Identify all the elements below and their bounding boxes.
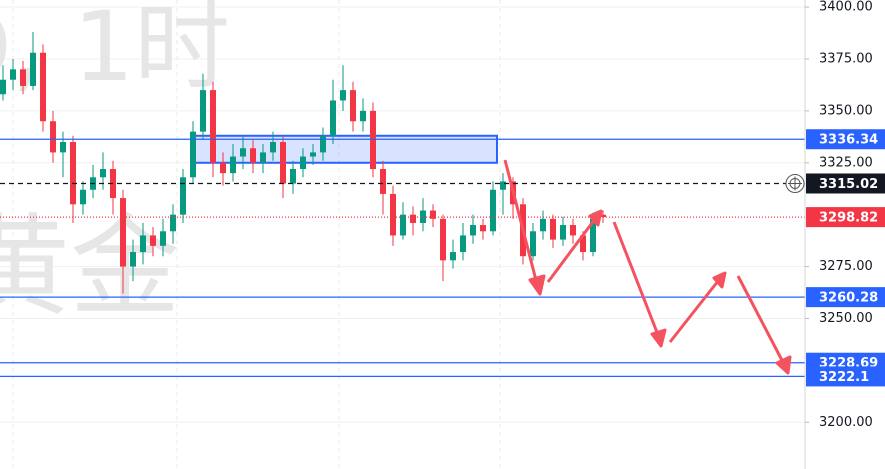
candle-body (570, 225, 576, 236)
candle-body (400, 214, 406, 236)
candle-body (480, 225, 486, 232)
plot-area (0, 31, 805, 378)
level-label-box (806, 129, 885, 150)
candle-body (250, 148, 256, 163)
candle-body (150, 235, 156, 246)
candle-body (80, 189, 86, 205)
level-label: 3222.1 (819, 370, 869, 385)
candle-body (260, 152, 266, 163)
candle-body (210, 90, 216, 163)
candle-body (580, 235, 586, 253)
candle-body (330, 100, 336, 136)
level-label-box (806, 207, 885, 228)
candle-body (60, 142, 66, 153)
level-label: 3298.82 (819, 211, 878, 226)
arrowhead (712, 271, 727, 289)
candle-body (550, 218, 556, 240)
level-label: 3315.02 (819, 177, 878, 192)
level-label: 3336.34 (819, 133, 878, 148)
candle-body (350, 90, 356, 122)
candle-body (70, 142, 76, 205)
y-tick-label: 3400.00 (819, 0, 873, 15)
candle-body (10, 69, 16, 80)
candle-body (0, 79, 6, 95)
price-axis (805, 0, 885, 469)
candle-body (300, 156, 306, 169)
watermark: 黄金 (0, 203, 180, 331)
candle-body (270, 142, 276, 153)
arrow (546, 214, 600, 283)
level-label-box (806, 366, 885, 387)
candle-body (430, 210, 436, 219)
candle-body (560, 225, 566, 240)
candle-body (450, 252, 456, 261)
candle-body (20, 69, 26, 86)
candle-body (530, 231, 536, 257)
y-tick-label: 3325.00 (819, 155, 873, 170)
candle-body (440, 218, 446, 261)
y-tick-label: 3250.00 (819, 311, 873, 326)
candle-body (310, 152, 316, 157)
candle-body (380, 168, 386, 194)
y-tick-label: 3200.00 (819, 415, 873, 430)
candle-body (30, 52, 36, 86)
candle-body (600, 214, 606, 218)
arrowhead (588, 209, 603, 227)
candle-body (460, 235, 466, 253)
candle-body (100, 168, 106, 178)
candle-body (220, 162, 226, 174)
candle-body (340, 90, 346, 101)
candle-body (590, 218, 596, 253)
y-tick-label: 3350.00 (819, 103, 873, 118)
level-label-box (806, 287, 885, 308)
candle-body (390, 193, 396, 236)
candle-body (170, 214, 176, 232)
candle-body (360, 110, 366, 122)
candle-body (290, 168, 296, 184)
candle-body (120, 198, 126, 267)
candle-body (500, 181, 506, 190)
candle-body (160, 231, 166, 246)
y-tick-label: 3375.00 (819, 51, 873, 66)
candle-body (240, 148, 246, 157)
arrow (503, 159, 540, 289)
arrows (503, 159, 792, 375)
arrowhead (528, 274, 546, 296)
level-label: 3260.28 (819, 291, 878, 306)
candle-body (370, 110, 376, 169)
candle-body (140, 235, 146, 253)
candle-body (490, 189, 496, 232)
arrow (612, 221, 662, 341)
candle-body (280, 142, 286, 184)
candle-body (320, 135, 326, 153)
arrowhead (775, 355, 792, 375)
arrowhead (650, 328, 667, 348)
arrow (668, 275, 724, 343)
candle-body (540, 218, 546, 232)
candle-body (40, 52, 46, 122)
level-label-box (806, 173, 885, 194)
candle-body (230, 156, 236, 174)
price-axis-labels: 3200.00 3250.00 3275.00 3325.00 3350.00 3375.… (785, 0, 885, 430)
candle-body (470, 225, 476, 236)
candle-body (190, 131, 196, 178)
candle-body (410, 214, 416, 223)
grid (0, 0, 805, 469)
candle-body (180, 177, 186, 215)
candle-body (130, 252, 136, 267)
candle-body (50, 121, 56, 153)
candle-body (200, 90, 206, 132)
watermark: D, 1时 (0, 0, 230, 103)
arrow (736, 275, 788, 369)
y-tick-label: 3275.00 (819, 259, 873, 274)
